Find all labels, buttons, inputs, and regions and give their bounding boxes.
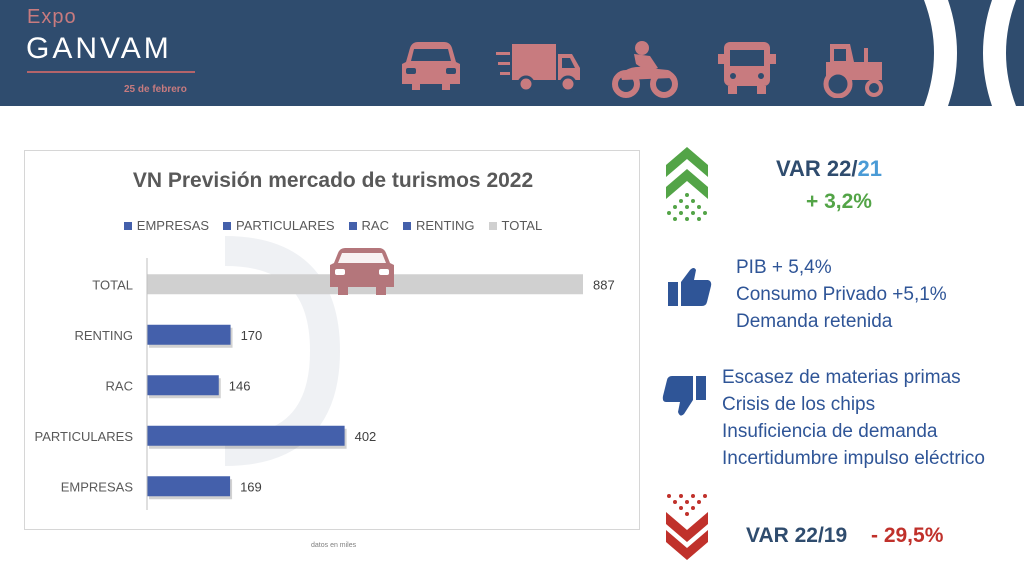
list-item: Incertidumbre impulso eléctrico — [722, 448, 985, 469]
thumbs-up-icon — [668, 268, 712, 306]
legend-swatch — [488, 221, 497, 230]
tractor-icon — [823, 44, 883, 98]
list-item: Escasez de materias primas — [722, 367, 961, 388]
legend-swatch — [123, 221, 132, 230]
double-chevron-up-icon — [666, 147, 708, 221]
category-label-particulares: PARTICULARES — [35, 429, 134, 444]
var-22-21-value: + 3,2% — [806, 190, 872, 213]
legend-item-empresas: EMPRESAS — [123, 218, 210, 233]
positive-factors-list: PIB + 5,4% Consumo Privado +5,1% Demanda… — [736, 254, 947, 335]
legend-label: PARTICULARES — [236, 218, 335, 233]
list-item: Insuficiencia de demanda — [722, 421, 938, 442]
bar-rac — [147, 375, 219, 396]
chart-panel: TOTAL 887 RENTING 170 RAC 146 PARTICULARES 402 E… — [24, 150, 640, 530]
category-label-rac: RAC — [106, 378, 133, 393]
var-22-21-label: VAR 22/21 — [776, 156, 882, 182]
bar-renting — [147, 324, 231, 345]
legend-label: RAC — [361, 218, 389, 233]
legend-swatch — [403, 221, 411, 230]
list-item: Crisis de los chips — [722, 394, 876, 415]
data-label-renting: 170 — [241, 328, 263, 343]
bar-empresas — [147, 476, 231, 497]
double-chevron-down-icon — [666, 494, 708, 560]
car-icon — [330, 248, 394, 295]
category-label-renting: RENTING — [75, 328, 134, 343]
car-icon — [402, 42, 460, 90]
var-22-21-prefix: VAR 22/ — [776, 156, 858, 181]
chart-footnote: datos en miles — [311, 542, 357, 549]
legend-item-particulares: PARTICULARES — [223, 218, 335, 233]
thumbs-down-icon — [662, 376, 706, 416]
legend-swatch — [223, 221, 232, 230]
legend-item-rac: RAC — [348, 218, 389, 233]
legend-swatch — [348, 221, 357, 230]
var-22-21-suffix: 21 — [857, 156, 882, 181]
legend-item-renting: RENTING — [403, 218, 475, 233]
chart-legend: EMPRESAS PARTICULARES RAC RENTING TOTAL — [25, 218, 641, 233]
logo-underline — [27, 71, 195, 73]
var-22-19-value: - 29,5% — [871, 524, 944, 547]
logo-brand-text: GANVAM — [26, 32, 172, 65]
data-label-particulares: 402 — [355, 429, 377, 444]
list-item: PIB + 5,4% — [736, 257, 832, 278]
bar-particulares — [147, 425, 345, 446]
var-22-19-label: VAR 22/19 — [746, 524, 848, 547]
list-item: Demanda retenida — [736, 311, 893, 332]
motorcycle-icon — [612, 41, 678, 98]
legend-label: RENTING — [416, 218, 475, 233]
category-label-empresas: EMPRESAS — [61, 479, 134, 494]
data-label-rac: 146 — [229, 378, 251, 393]
event-date: 25 de febrero — [124, 84, 187, 95]
chart-canvas: TOTAL 887 RENTING 170 RAC 146 PARTICULARES 402 E… — [35, 236, 615, 510]
header-banner: Expo GANVAM 25 de febrero — [0, 0, 1024, 106]
data-label-total: 887 — [593, 277, 615, 292]
negative-factors-list: Escasez de materias primas Crisis de los… — [722, 364, 985, 472]
bus-icon — [718, 42, 776, 94]
data-label-empresas: 169 — [240, 479, 262, 494]
logo-expo-text: Expo — [27, 6, 77, 28]
list-item: Consumo Privado +5,1% — [736, 284, 947, 305]
legend-label: TOTAL — [501, 218, 543, 233]
chart-title: VN Previsión mercado de turismos 2022 — [132, 169, 534, 192]
legend-item-total: TOTAL — [488, 218, 543, 233]
category-label-total: TOTAL — [92, 277, 133, 292]
legend-label: EMPRESAS — [136, 218, 210, 233]
logo-x-mark — [924, 0, 1016, 106]
truck-icon — [496, 44, 580, 93]
